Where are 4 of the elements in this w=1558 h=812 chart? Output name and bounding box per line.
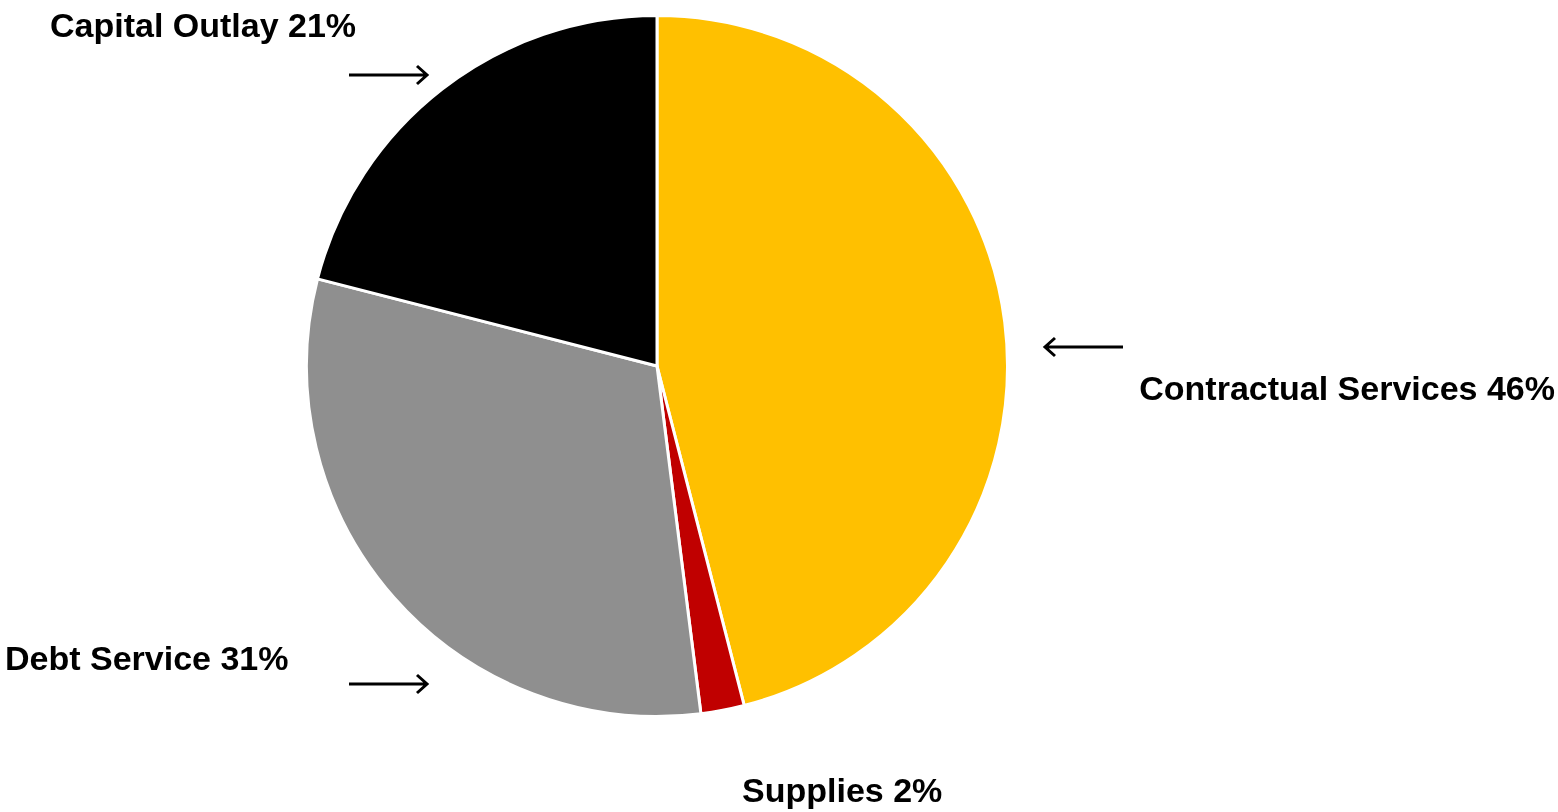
slice-label: Debt Service 31% bbox=[5, 638, 289, 678]
slice-label: Capital Outlay 21% bbox=[50, 5, 357, 45]
slice-label: Contractual Services 46% bbox=[1139, 368, 1555, 408]
slice-label: Supplies 2% bbox=[742, 770, 943, 810]
